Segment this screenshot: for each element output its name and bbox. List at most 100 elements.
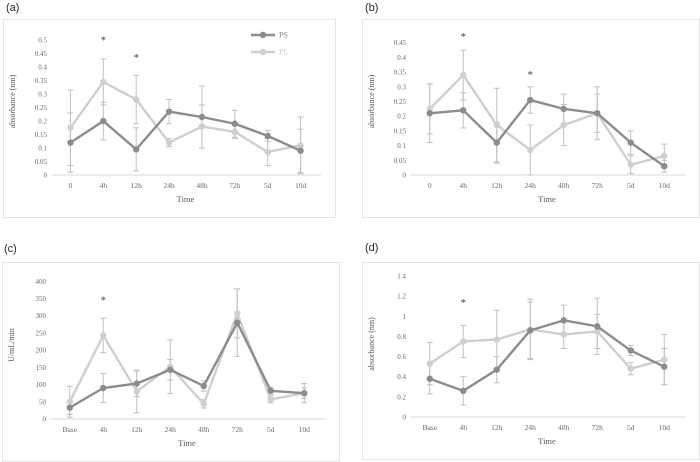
pl-marker (493, 336, 500, 343)
panel-label-b: (b) (365, 2, 379, 14)
y-axis-tick-label: 1.2 (397, 293, 406, 301)
chart-a: 0 0.05 0.1 0.15 0.2 0.25 0.3 0.35 0.4 0.45 0.5 0 4h 1… (8, 31, 321, 204)
x-axis-tick-label: 24h (165, 425, 177, 434)
pl-marker (527, 146, 534, 154)
ps-marker (297, 147, 304, 154)
ps-marker (594, 110, 601, 117)
ps-marker (527, 327, 534, 334)
y-axis-tick-label: 0.15 (35, 131, 48, 139)
x-axis-tick-label: Base (422, 423, 437, 432)
significance-asterisk: * (101, 295, 107, 307)
pl-marker (200, 400, 207, 408)
pl-marker (267, 396, 274, 403)
y-axis-tick-label: 400 (36, 278, 47, 286)
y-axis-tick-label: 350 (36, 295, 47, 303)
y-axis-tick-label: 150 (36, 364, 47, 372)
ps-series-line (69, 110, 302, 152)
pl-marker (264, 148, 271, 156)
ps-marker (198, 113, 206, 121)
pl-marker (426, 105, 433, 113)
y-axis-tick-label: 0.2 (397, 393, 406, 401)
ps-marker (132, 146, 140, 153)
pl-marker (560, 331, 567, 338)
x-axis-tick-label: 5d (267, 425, 275, 434)
ps-marker (426, 375, 433, 382)
y-axis-tick-label: 0.5 (38, 37, 47, 45)
y-axis-tick-label: 0 (403, 172, 407, 180)
x-axis-tick-label: 0 (428, 181, 432, 190)
x-axis-tick-label: 24h (525, 423, 537, 432)
pl-marker (460, 71, 467, 79)
y-axis-tick-label: 0.45 (394, 39, 407, 47)
x-axis-tick-label: 48h (558, 423, 570, 432)
ps-marker (426, 110, 433, 117)
pl-marker (297, 142, 304, 149)
pl-series-line (428, 328, 666, 370)
y-axis-tick-label: 0.4 (397, 54, 406, 62)
y-axis-tick-label: 0 (44, 172, 48, 180)
y-axis-tick-label: 0.1 (397, 142, 406, 150)
y-axis-tick-label: 0.3 (38, 91, 47, 99)
y-axis-tick-label: 0.2 (38, 118, 47, 126)
y-axis-title: U/mL/min (7, 328, 16, 362)
pl-marker (234, 310, 241, 317)
y-axis-tick-label: 200 (36, 347, 47, 355)
ps-marker (493, 366, 500, 373)
x-axis-tick-label: 72h (229, 181, 241, 190)
y-axis-title: absorbance (nm) (367, 317, 376, 371)
y-axis-tick-label: 0.8 (397, 333, 406, 341)
pl-marker (66, 398, 73, 405)
panel-label-a: (a) (6, 2, 20, 14)
y-axis-tick-label: 0.25 (394, 98, 407, 106)
significance-asterisk: * (528, 69, 534, 81)
x-axis-tick-label: 4h (460, 423, 468, 432)
y-axis-tick-label: 0.25 (35, 104, 48, 112)
x-axis-tick-label: 4h (460, 181, 468, 190)
x-axis-tick-label: 5d (264, 181, 272, 190)
ps-marker (301, 389, 308, 397)
ps-marker (200, 382, 207, 390)
pl-marker (661, 152, 668, 160)
legend-label: PS (279, 31, 288, 40)
ps-marker (267, 387, 274, 394)
ps-series-line (68, 321, 306, 409)
x-axis-tick-label: 4h (100, 181, 108, 190)
panel-label-c: (c) (4, 243, 17, 255)
y-axis-title: absorbance (nm) (367, 74, 376, 128)
ps-marker (594, 323, 601, 330)
pl-marker (132, 96, 140, 103)
ps-marker (560, 105, 567, 113)
chart-c: 0 50 100 150 200 250 300 350 400 Base 4h 12h 24h 48h 7… (7, 278, 325, 448)
pl-marker (67, 124, 74, 131)
ps-marker (460, 107, 467, 114)
x-axis-tick-label: 5d (627, 181, 635, 190)
pl-marker (100, 78, 107, 86)
x-axis-tick-label: 10d (299, 425, 311, 434)
ps-marker (627, 139, 634, 146)
y-axis-tick-label: 300 (36, 312, 47, 320)
x-axis-tick-label: 72h (232, 425, 244, 434)
ps-marker (527, 96, 534, 104)
ps-marker (493, 139, 500, 146)
x-axis-title: Time (538, 194, 556, 204)
pl-marker (165, 139, 173, 146)
panel-box-c: 0 50 100 150 200 250 300 350 400 Base 4h 12h 24h 48h 7… (2, 262, 340, 462)
pl-marker (100, 332, 107, 339)
y-axis-tick-label: 0.2 (397, 113, 406, 121)
x-axis-tick-label: 12h (131, 425, 143, 434)
x-axis-tick-label: 48h (196, 181, 208, 190)
x-axis-tick-label: 10d (295, 181, 307, 190)
y-axis-tick-label: 0 (403, 414, 407, 422)
y-axis-tick-label: 100 (36, 381, 47, 389)
legend-label: PL (279, 48, 288, 57)
ps-marker (264, 132, 271, 140)
x-axis-tick-label: 4h (100, 425, 108, 434)
pl-marker (133, 388, 140, 395)
pl-marker (627, 365, 634, 372)
ps-marker (100, 384, 107, 392)
ps-series-line (428, 319, 666, 393)
pl-marker (560, 121, 567, 129)
ps-marker (66, 404, 73, 411)
pl-marker (594, 328, 601, 335)
